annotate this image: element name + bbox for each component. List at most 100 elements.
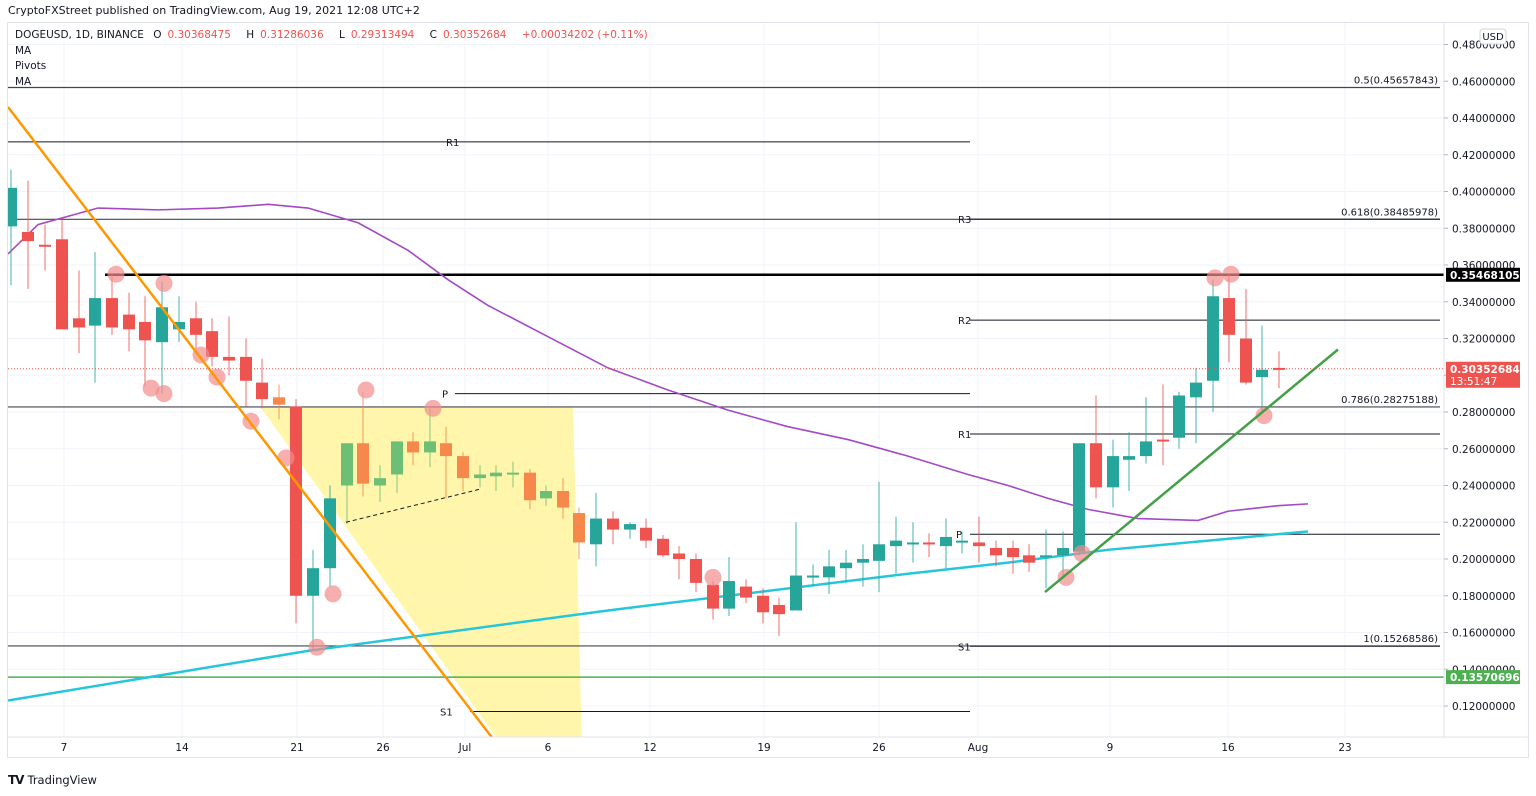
fib-level-label: 0.5(0.45657843) [1354, 76, 1438, 87]
candle [707, 584, 719, 609]
candle [956, 540, 968, 543]
candle [324, 498, 336, 569]
candle [173, 321, 185, 330]
y-tick-label: 0.38000000 [1452, 223, 1515, 235]
candle [1173, 395, 1185, 438]
candle [657, 538, 669, 556]
legend-symbol[interactable]: DOGEUSD, 1D, BINANCE [15, 29, 144, 41]
y-tick-label: 0.26000000 [1452, 444, 1515, 456]
candle [1073, 443, 1085, 552]
candle [1157, 439, 1169, 442]
y-tick-label: 0.40000000 [1452, 187, 1515, 199]
candle [206, 331, 218, 357]
svg-text:0.30352684: 0.30352684 [1450, 364, 1520, 376]
candle [39, 244, 51, 247]
candle [1273, 367, 1285, 370]
candle [973, 542, 985, 547]
x-tick-label: 12 [643, 742, 656, 754]
downtrend-line [8, 106, 497, 744]
pivot-label: P [956, 530, 962, 541]
triangle-pattern [260, 406, 582, 743]
x-tick-label: Aug [968, 742, 989, 754]
price-chart-canvas[interactable]: 0.5(0.45657843) 0.618(0.38485978) 0.786(0.… [8, 23, 1528, 757]
candle [490, 472, 502, 477]
candle [1090, 443, 1102, 488]
y-tick-label: 0.42000000 [1452, 150, 1515, 162]
pivot-label: R2 [958, 316, 971, 327]
candle [73, 318, 85, 328]
candle [573, 513, 585, 543]
legend-open: O 0.30368475 [153, 29, 231, 41]
candle [1240, 338, 1252, 383]
indicator-ma-2[interactable]: MA [15, 75, 32, 88]
swing-marker [1057, 568, 1075, 586]
legend-change: +0.00034202 (+0.11%) [521, 29, 648, 41]
candle [1207, 296, 1219, 381]
legend-low: L 0.29313494 [338, 29, 415, 41]
legend-high: H 0.31286036 [246, 29, 324, 41]
swing-marker [1206, 269, 1224, 287]
price-label [1446, 267, 1520, 282]
y-tick-label: 0.28000000 [1452, 407, 1515, 419]
candle [273, 397, 285, 405]
candle [723, 581, 735, 609]
candle [457, 456, 469, 479]
x-tick-label: 16 [1221, 742, 1235, 754]
candle [123, 314, 135, 330]
candle [673, 553, 685, 559]
candle [190, 318, 202, 335]
fib-level-label: 0.786(0.28275188) [1341, 395, 1438, 406]
candle [807, 575, 819, 578]
footer-logo[interactable]: TV TradingView [8, 773, 97, 787]
candle [89, 298, 101, 326]
candle [940, 536, 952, 547]
indicator-pivots[interactable]: Pivots [15, 60, 47, 72]
candle [374, 478, 386, 486]
x-tick-label: 26 [376, 742, 390, 754]
candle [1107, 456, 1119, 488]
fib-level-label: 0.618(0.38485978) [1341, 207, 1438, 218]
x-tick-label: 19 [757, 742, 770, 754]
x-tick-label: 26 [872, 742, 886, 754]
dashed-line [345, 488, 481, 523]
y-tick-label: 0.22000000 [1452, 517, 1515, 529]
swing-marker [155, 274, 173, 292]
x-tick-label: 14 [175, 742, 189, 754]
swing-marker [192, 346, 210, 364]
x-tick-label: Jul [458, 742, 472, 754]
pivot-label: S1 [440, 708, 453, 719]
candle [524, 472, 536, 501]
x-tick-label: 23 [1338, 742, 1351, 754]
publisher-line: CryptoFXStreet published on TradingView.… [8, 4, 420, 17]
y-tick-label: 0.34000000 [1452, 297, 1515, 309]
swing-marker [1073, 544, 1091, 562]
candle [474, 474, 486, 479]
uptrend-line [1044, 348, 1339, 594]
candle [890, 540, 902, 547]
ma50-line [8, 203, 1309, 522]
y-tick-label: 0.46000000 [1452, 76, 1515, 88]
candle [424, 441, 436, 453]
candle [341, 443, 353, 486]
y-tick-label: 0.16000000 [1452, 628, 1515, 640]
candle [1057, 547, 1069, 556]
indicator-ma-1[interactable]: MA [15, 44, 32, 57]
candle [907, 542, 919, 545]
candle [391, 441, 403, 475]
y-tick-label: 0.20000000 [1452, 554, 1515, 566]
candle [740, 586, 752, 598]
price-label [1446, 670, 1520, 685]
candle [840, 562, 852, 569]
candle [1123, 456, 1135, 460]
candle [757, 595, 769, 613]
currency-badge: USD [1482, 32, 1504, 43]
candle [624, 524, 636, 530]
candle [256, 382, 268, 400]
svg-text:0.13570696: 0.13570696 [1450, 672, 1520, 684]
swing-marker [324, 585, 342, 603]
swing-marker [142, 379, 160, 397]
candle [407, 441, 419, 453]
candle [823, 566, 835, 578]
y-tick-label: 0.44000000 [1452, 113, 1515, 125]
y-tick-label: 0.32000000 [1452, 334, 1515, 346]
